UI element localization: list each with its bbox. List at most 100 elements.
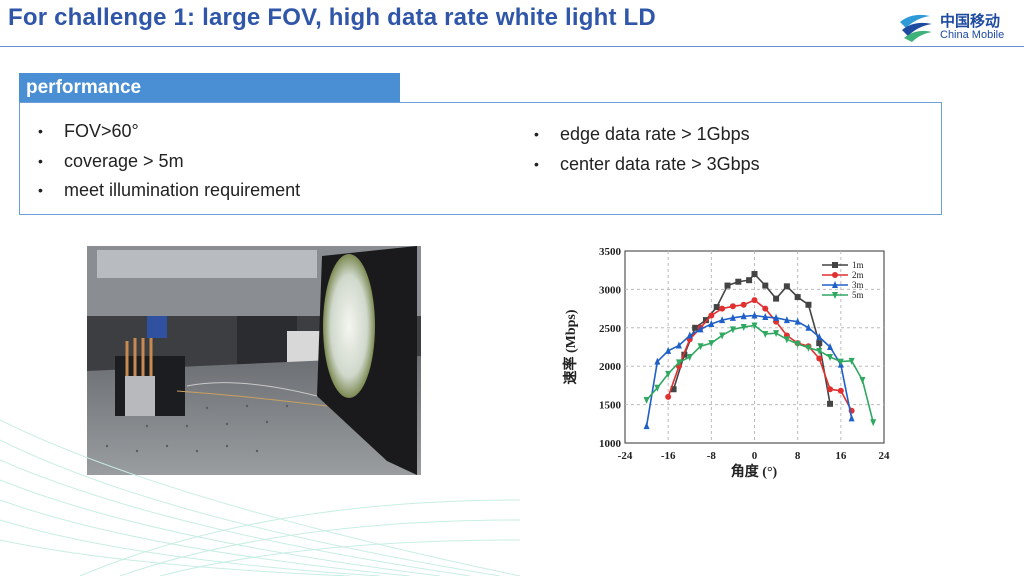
list-item: center data rate > 3Gbps — [534, 150, 760, 180]
legend-marker — [832, 281, 838, 288]
logo-text-en: China Mobile — [940, 29, 1005, 41]
data-point — [675, 359, 682, 367]
data-point — [708, 340, 715, 348]
y-tick-label: 1500 — [599, 400, 622, 412]
legend-marker — [832, 292, 838, 299]
data-point — [665, 393, 672, 400]
x-tick-label: 0 — [752, 450, 758, 462]
data-point — [719, 332, 726, 340]
y-tick-label: 2000 — [599, 361, 622, 373]
data-point — [746, 277, 753, 284]
list-item: edge data rate > 1Gbps — [534, 120, 760, 150]
data-point — [740, 301, 747, 308]
data-point — [713, 304, 720, 311]
x-tick-label: -16 — [661, 450, 676, 462]
data-point — [686, 353, 693, 361]
data-point — [870, 419, 877, 427]
performance-left-list: FOV>60° coverage > 5m meet illumination … — [38, 117, 300, 206]
data-point — [654, 357, 661, 365]
data-point — [859, 377, 866, 385]
chart-series — [643, 271, 877, 430]
data-point — [762, 282, 769, 289]
data-point — [670, 386, 677, 393]
data-point — [837, 358, 844, 366]
data-point — [848, 357, 855, 365]
data-point — [735, 278, 742, 285]
data-point — [783, 316, 790, 324]
data-point — [773, 313, 780, 321]
list-item: coverage > 5m — [38, 147, 300, 177]
data-point — [719, 305, 726, 312]
performance-box: FOV>60° coverage > 5m meet illumination … — [19, 102, 942, 215]
legend-label: 5m — [852, 290, 864, 300]
china-mobile-logo-icon — [900, 14, 932, 42]
china-mobile-logo: 中国移动 China Mobile — [896, 8, 1016, 46]
x-axis-ticks: -24 -16 -8 0 8 16 24 — [618, 450, 890, 462]
data-point — [794, 340, 801, 348]
data-point — [692, 324, 699, 331]
data-point — [794, 294, 801, 301]
data-point — [816, 347, 823, 355]
data-point — [751, 297, 758, 304]
data-point — [816, 355, 823, 362]
legend-label: 3m — [852, 280, 864, 290]
data-point — [729, 326, 736, 334]
data-point — [751, 311, 758, 319]
y-tick-label: 2500 — [599, 323, 622, 335]
list-item: FOV>60° — [38, 117, 300, 147]
x-tick-label: 24 — [879, 450, 891, 462]
data-point — [816, 333, 823, 341]
data-point — [686, 331, 693, 339]
data-point — [773, 330, 780, 338]
x-tick-label: 16 — [835, 450, 847, 462]
data-point — [762, 330, 769, 338]
data-point — [729, 303, 736, 310]
data-point — [837, 387, 844, 394]
x-axis-label: 角度 (°) — [731, 463, 778, 480]
data-point — [740, 324, 747, 332]
series-line-3m — [645, 314, 853, 427]
y-tick-label: 3500 — [599, 246, 622, 258]
data-point — [762, 313, 769, 321]
data-point — [740, 312, 747, 320]
data-point — [702, 317, 709, 324]
data-point — [762, 305, 769, 312]
logo-text-cn: 中国移动 — [940, 13, 1001, 30]
data-point — [724, 282, 731, 289]
data-point — [816, 340, 823, 347]
data-point — [805, 301, 812, 308]
data-point — [783, 283, 790, 290]
data-point — [708, 312, 715, 319]
series-1m — [670, 271, 834, 407]
page-title: For challenge 1: large FOV, high data ra… — [8, 4, 656, 31]
x-tick-label: -8 — [707, 450, 717, 462]
series-5m — [643, 322, 877, 427]
data-point — [805, 323, 812, 331]
x-tick-label: -24 — [618, 450, 633, 462]
data-point — [665, 370, 672, 378]
data-point — [827, 386, 834, 393]
data-point — [708, 319, 715, 327]
data-point — [751, 322, 758, 330]
legend-label: 2m — [852, 270, 864, 280]
legend-marker — [832, 272, 838, 278]
title-divider — [0, 46, 1024, 47]
data-point — [827, 400, 834, 407]
list-item: meet illumination requirement — [38, 176, 300, 206]
data-point — [805, 344, 812, 352]
data-point — [654, 384, 661, 392]
y-axis-label: 速率 (Mbps) — [562, 309, 579, 384]
y-tick-label: 1000 — [599, 438, 622, 450]
series-3m — [643, 311, 855, 430]
performance-right-list: edge data rate > 1Gbps center data rate … — [534, 120, 760, 179]
data-point — [751, 271, 758, 278]
series-line-1m — [672, 272, 831, 404]
legend-marker — [832, 262, 838, 268]
data-point — [697, 343, 704, 351]
data-point — [827, 353, 834, 361]
data-point — [697, 325, 704, 333]
y-axis-ticks: 1000 1500 2000 2500 3000 3500 — [599, 246, 622, 450]
data-point — [783, 336, 790, 344]
